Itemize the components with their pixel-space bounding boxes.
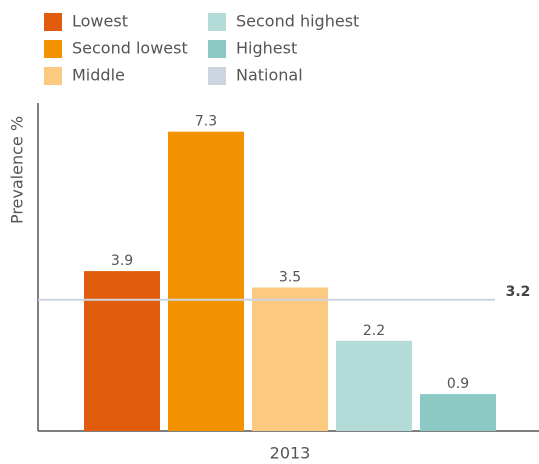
national-label: 3.2 — [506, 284, 531, 300]
bar — [168, 131, 244, 431]
legend-label: Highest — [236, 39, 297, 58]
data-label: 0.9 — [447, 376, 469, 392]
legend-swatch — [44, 13, 62, 31]
bar — [336, 340, 412, 431]
legend-swatch — [208, 67, 226, 85]
legend-label: National — [236, 66, 303, 85]
bar — [84, 271, 160, 431]
data-label: 2.2 — [363, 323, 385, 339]
data-label: 3.9 — [111, 253, 133, 269]
y-axis-label: Prevalence % — [8, 116, 27, 224]
x-tick-label: 2013 — [270, 444, 311, 463]
data-label: 3.5 — [279, 270, 301, 286]
legend-label: Lowest — [72, 12, 128, 31]
legend-swatch — [208, 40, 226, 58]
legend-swatch — [208, 13, 226, 31]
bar — [420, 394, 496, 431]
legend-label: Second highest — [236, 12, 359, 31]
data-label: 7.3 — [195, 114, 217, 130]
legend-label: Second lowest — [72, 39, 188, 58]
legend-swatch — [44, 67, 62, 85]
bar — [252, 287, 328, 431]
legend-swatch — [44, 40, 62, 58]
legend-label: Middle — [72, 66, 125, 85]
